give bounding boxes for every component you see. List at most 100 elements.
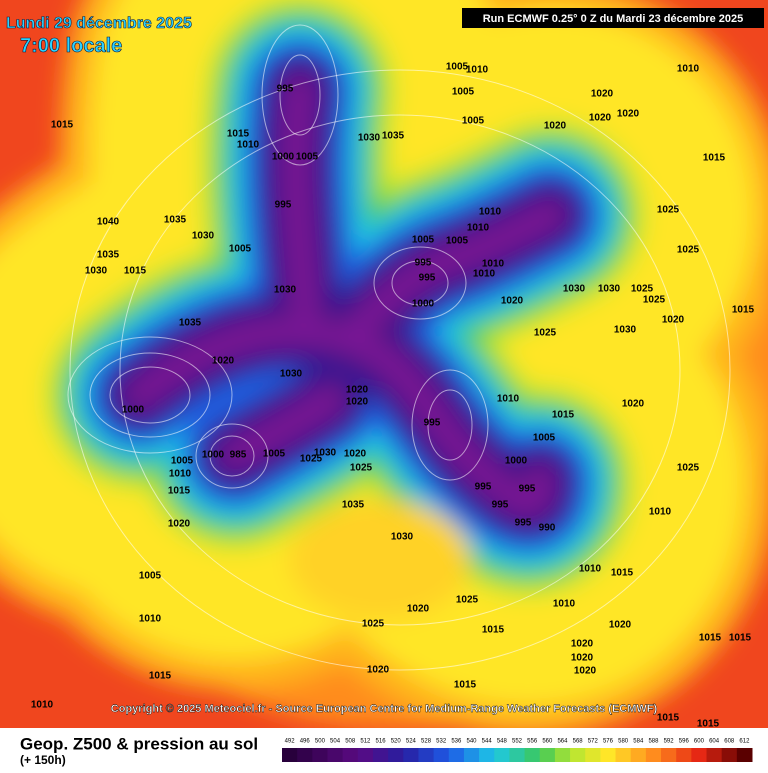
isobar-label: 1035: [382, 131, 405, 142]
isobar-label: 995: [492, 500, 509, 511]
isobar-label: 1020: [574, 666, 597, 677]
forecast-hour: (+ 150h): [20, 753, 66, 767]
scale-label: 600: [694, 739, 705, 745]
scale-swatch: [282, 748, 298, 762]
scale-swatch: [600, 748, 617, 762]
isobar-label: 1015: [552, 410, 575, 421]
isobar-label: 1020: [346, 397, 369, 408]
scale-swatch: [524, 748, 541, 762]
isobar-label: 995: [424, 418, 441, 429]
isobar-label: 1015: [657, 713, 680, 724]
isobar-label: 1030: [614, 325, 637, 336]
isobar-label: 1005: [462, 116, 485, 127]
isobar-label: 1015: [729, 633, 752, 644]
isobar-label: 1025: [456, 595, 479, 606]
isobar-label: 1020: [501, 296, 524, 307]
scale-label: 524: [406, 739, 417, 745]
scale-swatch: [554, 748, 571, 762]
isobar-label: 1020: [571, 639, 594, 650]
run-info: Run ECMWF 0.25° 0 Z du Mardi 23 décembre…: [483, 13, 744, 25]
isobar-label: 1015: [168, 486, 191, 497]
scale-swatch: [372, 748, 389, 762]
isobar-label: 1030: [563, 284, 586, 295]
isobar-label: 1005: [296, 152, 319, 163]
isobar-label: 1010: [677, 64, 700, 75]
isobar-label: 1020: [544, 121, 567, 132]
scale-swatch: [630, 748, 647, 762]
scale-swatch: [388, 748, 404, 762]
scale-label: 548: [497, 739, 508, 745]
isobar-label: 1020: [622, 399, 645, 410]
copyright: Copyright © 2025 Meteociel.fr - Source E…: [111, 703, 658, 715]
scale-label: 604: [709, 739, 720, 745]
scale-label: 584: [633, 739, 644, 745]
scale-label: 572: [588, 739, 599, 745]
isobar-label: 1025: [631, 284, 654, 295]
scale-swatch: [585, 748, 601, 762]
scale-label: 612: [739, 739, 750, 745]
isobar-label: 1010: [467, 223, 490, 234]
map-title: Lundi 29 décembre 2025: [6, 15, 192, 32]
scale-swatch: [479, 748, 495, 762]
isobar-label: 1020: [344, 449, 367, 460]
scale-swatch: [736, 748, 753, 762]
scale-swatch: [463, 748, 480, 762]
height-band: [284, 79, 316, 321]
isobar-label: 1015: [227, 129, 250, 140]
isobar-label: 1015: [51, 120, 74, 131]
isobar-label: 1005: [446, 62, 469, 73]
isobar-label: 1030: [280, 369, 303, 380]
isobar-label: 1010: [479, 207, 502, 218]
scale-label: 516: [376, 739, 387, 745]
scale-label: 512: [360, 739, 371, 745]
scale-swatch: [448, 748, 465, 762]
scale-label: 500: [315, 739, 326, 745]
scale-swatch: [721, 748, 738, 762]
scale-swatch: [342, 748, 359, 762]
color-scale: 492 496 500 504 508 512 516 520 524 528 532 536 540 5…: [282, 739, 753, 762]
scale-label: 592: [664, 739, 675, 745]
scale-label: 508: [345, 739, 356, 745]
isobar-label: 1000: [272, 152, 295, 163]
scale-swatch: [297, 748, 313, 762]
scale-label: 528: [421, 739, 432, 745]
height-layers: [0, 0, 768, 728]
scale-swatch: [661, 748, 677, 762]
isobar-label: 1035: [164, 215, 187, 226]
isobar-label: 1025: [677, 463, 700, 474]
isobar-label: 1020: [367, 665, 390, 676]
isobar-label: 1010: [579, 564, 602, 575]
isobar-label: 1025: [362, 619, 385, 630]
isobar-label: 1000: [122, 405, 145, 416]
isobar-label: 1030: [598, 284, 621, 295]
isobar-label: 1010: [649, 507, 672, 518]
scale-swatch: [433, 748, 450, 762]
isobar-label: 1005: [229, 244, 252, 255]
isobar-label: 1010: [139, 614, 162, 625]
isobar-label: 1040: [97, 217, 120, 228]
isobar-label: 985: [230, 450, 247, 461]
scale-swatch: [509, 748, 526, 762]
isobar-label: 1010: [497, 394, 520, 405]
isobar-label: 1015: [149, 671, 172, 682]
isobar-label: 995: [519, 484, 536, 495]
isobar-label: 995: [419, 273, 436, 284]
isobar-label: 1005: [533, 433, 556, 444]
scale-label: 532: [436, 739, 447, 745]
scale-label: 504: [330, 739, 341, 745]
isobar-label: 1030: [274, 285, 297, 296]
scale-label: 588: [648, 739, 659, 745]
isobar-label: 1020: [591, 89, 614, 100]
scale-label: 520: [391, 739, 402, 745]
scale-label: 536: [451, 739, 462, 745]
isobar-label: 1025: [350, 463, 373, 474]
scale-swatch: [494, 748, 510, 762]
isobar-label: 1005: [263, 449, 286, 460]
isobar-label: 1030: [391, 532, 414, 543]
isobar-label: 1025: [643, 295, 666, 306]
height-band: [129, 319, 551, 513]
isobar-label: 995: [415, 258, 432, 269]
isohypses: [67, 24, 731, 671]
scale-label: 576: [603, 739, 614, 745]
